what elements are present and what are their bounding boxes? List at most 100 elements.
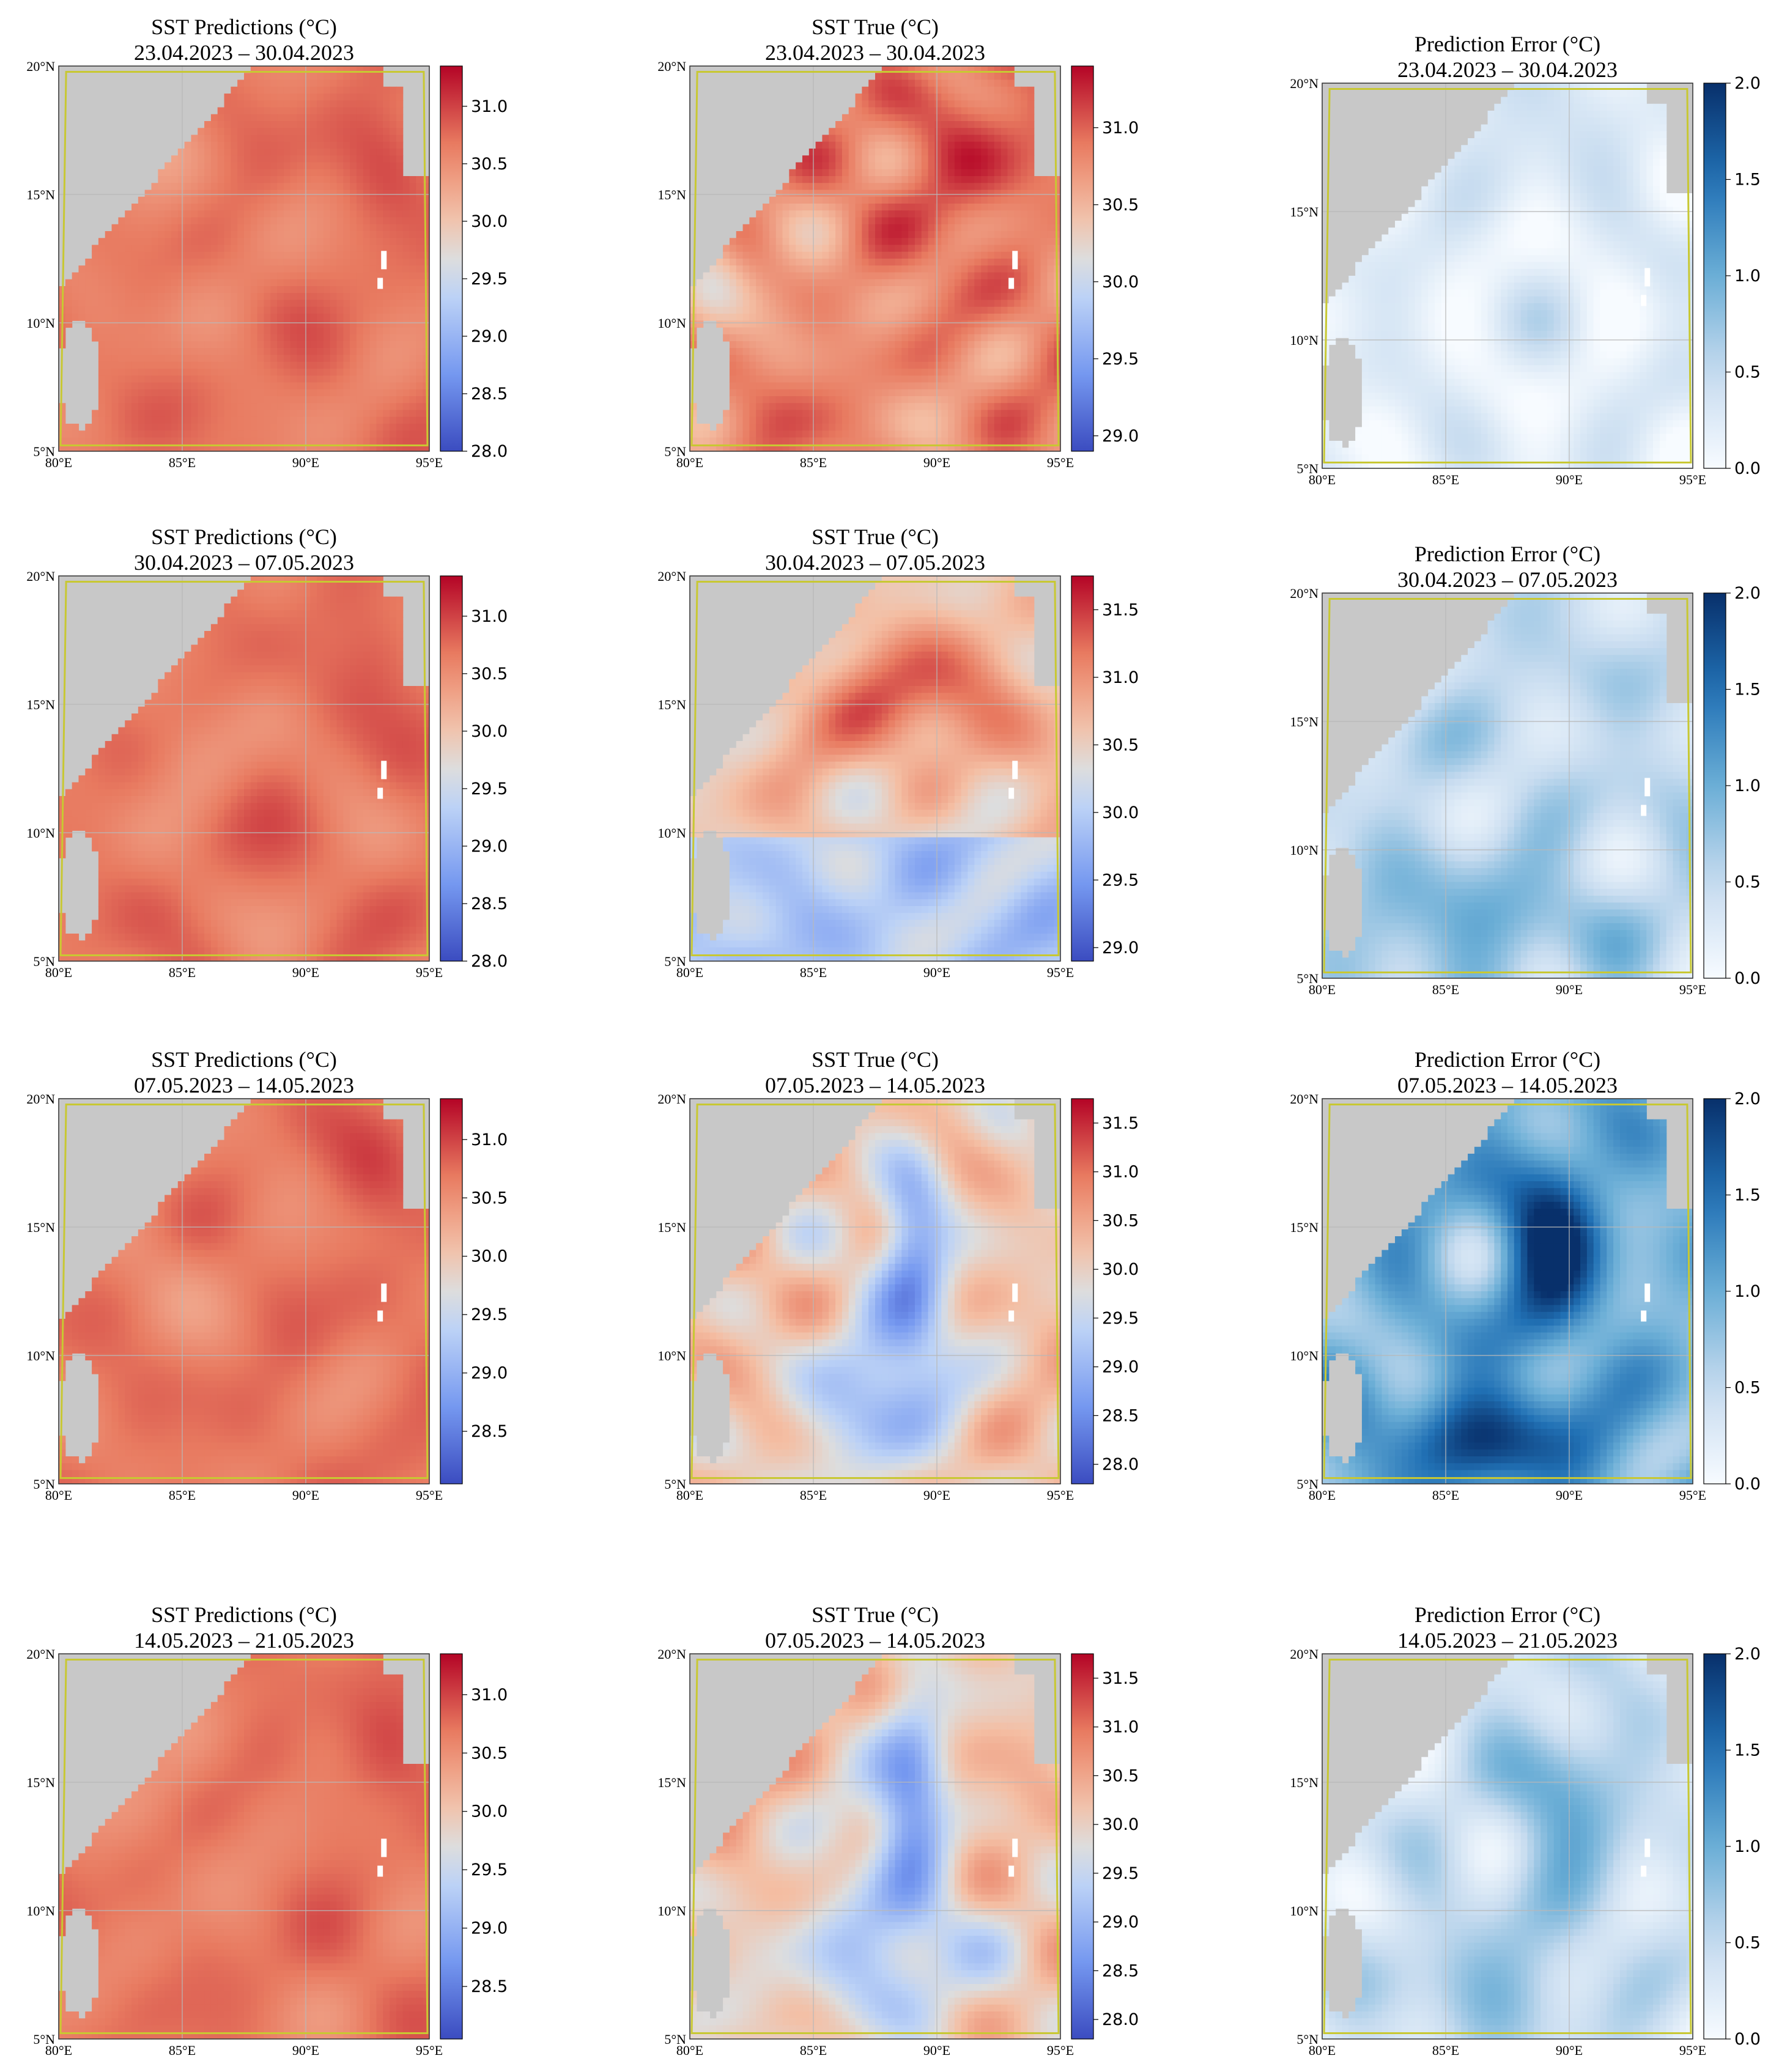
- heatmap-cell: [224, 94, 231, 101]
- heatmap-cell: [914, 204, 922, 211]
- heatmap-cell: [1014, 114, 1021, 122]
- heatmap-cell: [390, 259, 397, 266]
- heatmap-cell: [1040, 410, 1048, 418]
- heatmap-cell: [802, 334, 810, 342]
- heatmap-cell: [231, 396, 238, 404]
- heatmap-cell: [808, 416, 816, 424]
- heatmap-cell: [974, 251, 982, 259]
- heatmap-cell: [65, 430, 73, 438]
- heatmap-cell: [1040, 416, 1048, 424]
- lon-tick-label: 90°E: [292, 455, 319, 470]
- heatmap-cell: [994, 183, 1002, 191]
- heatmap-cell: [204, 245, 212, 253]
- heatmap-cell: [416, 259, 423, 266]
- heatmap-cell: [217, 348, 225, 356]
- heatmap-cell: [65, 437, 73, 445]
- heatmap-cell: [967, 66, 975, 73]
- heatmap-cell: [815, 224, 823, 232]
- heatmap-cell: [1021, 430, 1028, 438]
- heatmap-cell: [198, 196, 205, 204]
- heatmap-cell: [1040, 396, 1048, 404]
- heatmap-cell: [402, 279, 410, 287]
- heatmap-cell: [390, 155, 397, 163]
- heatmap-cell: [343, 128, 350, 136]
- heatmap-cell: [769, 361, 777, 369]
- heatmap-cell: [217, 424, 225, 431]
- heatmap-cell: [868, 424, 876, 431]
- heatmap-cell: [881, 169, 889, 177]
- heatmap-cell: [177, 204, 185, 211]
- heatmap-cell: [158, 190, 165, 197]
- heatmap-cell: [409, 300, 416, 308]
- heatmap-cell: [217, 121, 225, 128]
- heatmap-cell: [323, 369, 331, 376]
- heatmap-cell: [895, 259, 902, 266]
- heatmap-cell: [350, 279, 357, 287]
- colorbar-tick-label: 28.5: [471, 385, 508, 404]
- heatmap-cell: [875, 196, 882, 204]
- heatmap-cell: [118, 272, 125, 280]
- heatmap-cell: [994, 169, 1002, 177]
- heatmap-cell: [981, 231, 988, 238]
- heatmap-cell: [848, 190, 856, 197]
- heatmap-cell: [974, 128, 982, 136]
- heatmap-cell: [948, 245, 955, 253]
- heatmap-cell: [204, 437, 212, 445]
- heatmap-cell: [928, 169, 935, 177]
- heatmap-cell: [987, 149, 995, 156]
- heatmap-cell: [808, 245, 816, 253]
- heatmap-cell: [822, 430, 829, 438]
- heatmap-cell: [709, 279, 717, 287]
- heatmap-cell: [802, 430, 810, 438]
- heatmap-cell: [383, 416, 390, 424]
- heatmap-cell: [376, 183, 383, 191]
- heatmap-cell: [1007, 361, 1015, 369]
- heatmap-cell: [901, 135, 909, 142]
- heatmap-cell: [941, 272, 949, 280]
- heatmap-cell: [921, 114, 929, 122]
- heatmap-cell: [948, 341, 955, 348]
- heatmap-cell: [928, 245, 935, 253]
- heatmap-cell: [881, 162, 889, 170]
- heatmap-cell: [191, 306, 198, 314]
- heatmap-cell: [356, 231, 364, 238]
- heatmap-cell: [981, 196, 988, 204]
- heatmap-cell: [177, 300, 185, 308]
- heatmap-cell: [165, 403, 172, 411]
- heatmap-cell: [323, 245, 331, 253]
- heatmap-cell: [802, 155, 810, 163]
- heatmap-cell: [244, 73, 251, 81]
- heatmap-cell: [277, 375, 284, 383]
- heatmap-cell: [934, 389, 942, 397]
- heatmap-cell: [855, 272, 862, 280]
- heatmap-cell: [244, 320, 251, 328]
- heatmap-cell: [967, 176, 975, 183]
- heatmap-cell: [954, 210, 962, 218]
- heatmap-cell: [257, 210, 265, 218]
- heatmap-cell: [848, 204, 856, 211]
- heatmap-cell: [250, 300, 258, 308]
- heatmap-cell: [297, 245, 304, 253]
- heatmap-cell: [363, 306, 371, 314]
- heatmap-cell: [297, 389, 304, 397]
- heatmap-cell: [303, 66, 311, 73]
- heatmap-cell: [283, 176, 291, 183]
- heatmap-cell: [875, 306, 882, 314]
- heatmap-cell: [875, 149, 882, 156]
- heatmap-cell: [974, 141, 982, 149]
- heatmap-cell: [237, 259, 245, 266]
- heatmap-cell: [131, 314, 139, 321]
- heatmap-cell: [829, 286, 836, 293]
- heatmap-cell: [981, 293, 988, 301]
- heatmap-cell: [881, 348, 889, 356]
- heatmap-cell: [868, 141, 876, 149]
- heatmap-cell: [895, 135, 902, 142]
- heatmap-cell: [862, 416, 869, 424]
- heatmap-cell: [742, 416, 750, 424]
- heatmap-cell: [303, 121, 311, 128]
- heatmap-cell: [105, 437, 113, 445]
- heatmap-cell: [829, 210, 836, 218]
- heatmap-cell: [848, 369, 856, 376]
- heatmap-cell: [65, 279, 73, 287]
- heatmap-cell: [981, 245, 988, 253]
